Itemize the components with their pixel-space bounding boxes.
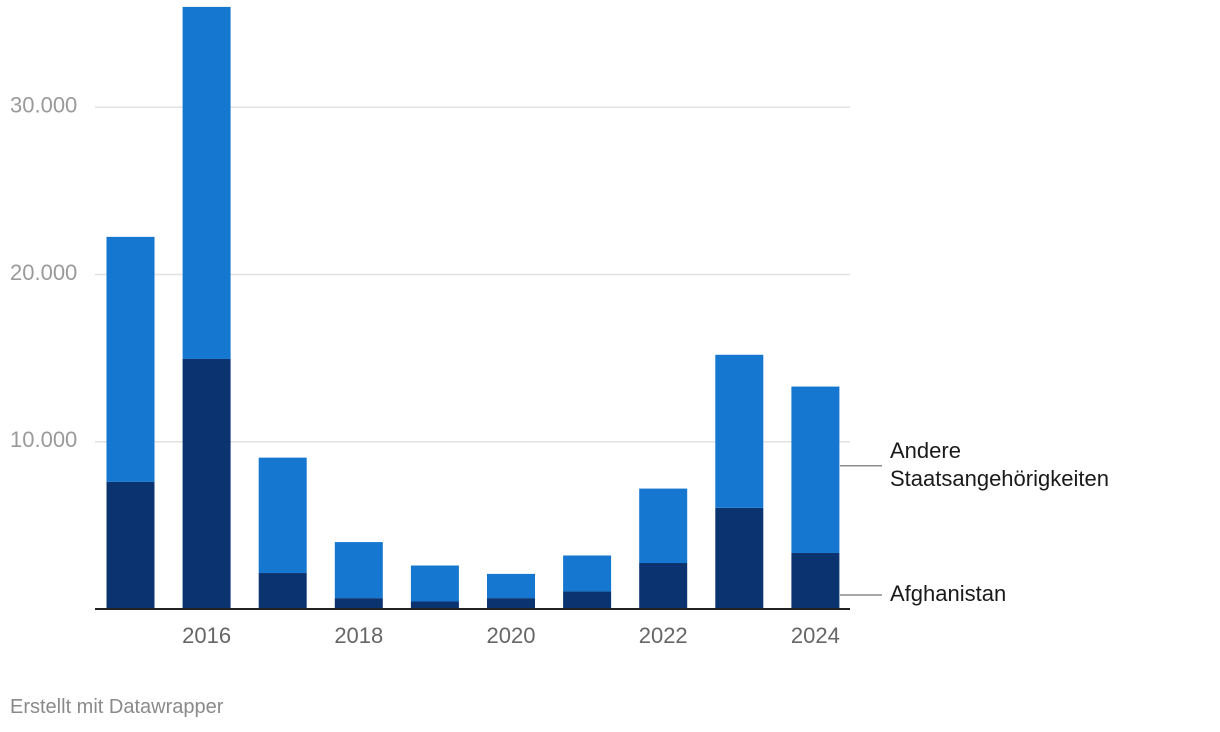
y-tick-label: 10.000 [10, 427, 77, 452]
series-label-line: Andere [890, 438, 961, 463]
bar-segment [334, 542, 383, 599]
bar-segment [334, 598, 383, 609]
bar-segment [487, 598, 535, 609]
bar-segment [487, 573, 535, 599]
bar-segment [715, 507, 764, 609]
bar-segment [258, 573, 307, 609]
bar-segment [182, 6, 231, 359]
series-labels: Afghanistan Andere Staatsangehörigkeiten [840, 438, 1109, 606]
bar-segment [410, 565, 459, 602]
y-tick-label: 20.000 [10, 260, 77, 285]
bar-segment [715, 354, 764, 508]
bar-segment [106, 236, 155, 482]
bar-segment [791, 386, 840, 553]
credit-text: Erstellt mit Datawrapper [10, 696, 224, 718]
bar-segment [563, 555, 612, 592]
x-tick-label: 2022 [639, 623, 688, 648]
x-tick-label: 2020 [487, 623, 536, 648]
bar-segment [639, 488, 688, 564]
y-tick-label: 30.000 [10, 93, 77, 118]
bar-segment [258, 457, 307, 574]
x-tick-label: 2016 [182, 623, 231, 648]
series-label-line: Afghanistan [890, 581, 1006, 606]
bar-segment [106, 481, 155, 609]
bar-segment [639, 563, 688, 609]
bar-segment [182, 358, 231, 609]
bar-segment [791, 552, 840, 609]
x-tick-label: 2024 [791, 623, 840, 648]
series-label: Afghanistan [890, 581, 1006, 606]
y-axis-ticks: 10.000 20.000 30.000 [10, 93, 77, 453]
series-label: Andere Staatsangehörigkeiten [890, 438, 1109, 491]
bars [106, 6, 840, 609]
series-label-line: Staatsangehörigkeiten [890, 466, 1109, 491]
x-tick-label: 2018 [334, 623, 383, 648]
bar-segment [410, 601, 459, 609]
bar-segment [563, 591, 612, 609]
x-axis-ticks: 2016 2018 2020 2022 2024 [182, 623, 840, 648]
